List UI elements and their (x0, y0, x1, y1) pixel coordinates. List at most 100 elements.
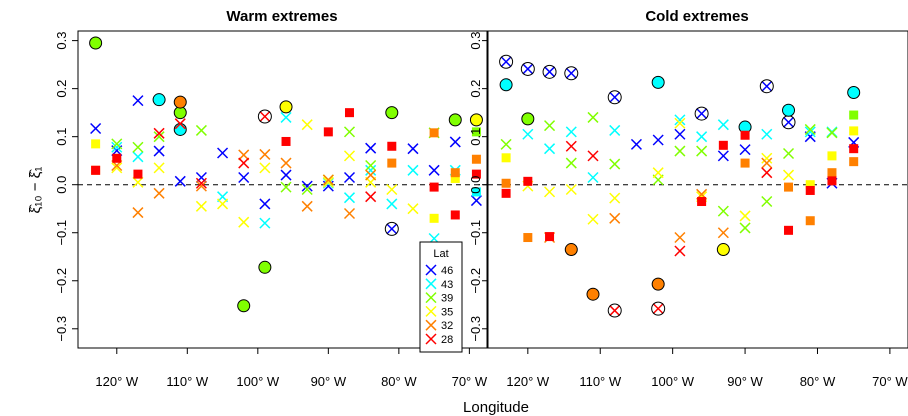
data-point-lat-43-cross (804, 126, 816, 138)
data-point-lat-43-circled (152, 93, 166, 107)
data-point-lat-46-cross (652, 134, 664, 146)
plot-frame (487, 30, 908, 349)
y-tick-label: −0.2 (468, 268, 483, 294)
data-point-lat-39-cross (782, 147, 795, 160)
data-point-lat-32-square (827, 168, 837, 178)
data-point-lat-32-cross (280, 157, 292, 169)
data-point-lat-39-circled (237, 299, 251, 313)
data-point-lat-35-cross (322, 176, 334, 188)
warm-extremes-panel: Warm extremes 120° W 110° W 100° W 90° W 80°… (27, 8, 488, 389)
legend-swatch (425, 278, 437, 290)
data-point-lat-32-cross (609, 212, 621, 224)
data-point-lat-39-circled (385, 106, 399, 120)
data-point-lat-46-cross (717, 150, 729, 162)
data-point-lat-28-cross (174, 118, 186, 130)
data-point-lat-39-cross (111, 138, 123, 150)
data-point-lat-46-cross (132, 95, 144, 107)
data-point-lat-46-cross (259, 198, 271, 210)
data-point-lat-39-cross (500, 138, 512, 150)
x-tick-label: 80° W (381, 374, 417, 389)
y-tick-label: −0.3 (54, 316, 69, 342)
data-point-lat-46-cross (217, 147, 229, 159)
x-tick-label: 110° W (166, 374, 209, 389)
data-point-lat-39-cross (565, 157, 577, 169)
y-tick-label: 0.3 (54, 32, 69, 50)
legend-label: 39 (441, 293, 453, 305)
data-point-lat-32-square (740, 158, 750, 168)
data-point-lat-35-cross (153, 162, 165, 174)
data-point-lat-46-cross-circled (782, 116, 795, 128)
data-point-lat-35-circled (716, 243, 730, 257)
data-point-lat-43-circled (499, 78, 513, 92)
data-point-lat-46-cross (407, 143, 419, 155)
data-point-lat-35-square (450, 173, 460, 183)
data-point-lat-35-square (501, 153, 511, 163)
data-point-lat-46-cross-circled (565, 67, 577, 79)
legend-swatch (425, 305, 437, 317)
data-point-lat-32-square (501, 178, 511, 188)
data-point-lat-35-cross (301, 119, 313, 131)
data-point-lat-28-square (323, 127, 333, 137)
data-point-lat-35-cross (674, 117, 686, 129)
highlight-ring (694, 106, 709, 121)
y-axis-label: ξ̂₁₀ − ξ̂₁ (27, 167, 44, 214)
data-point-lat-39-circled (89, 36, 103, 50)
data-point-lat-28-cross (195, 177, 207, 189)
data-point-lat-43-cross (407, 164, 419, 176)
data-point-lat-43-cross (132, 151, 144, 163)
data-point-lat-28-square (523, 176, 533, 186)
data-point-lat-35-cross (652, 167, 664, 179)
x-axis: 120° W 110° W 100° W 90° W 80° W 70° W (95, 348, 488, 389)
highlight-ring (564, 66, 579, 81)
data-point-lat-28-square (387, 141, 397, 151)
y-axis: −0.3 −0.2 −0.1 0.0 0.1 0.2 0.3 (468, 32, 488, 342)
x-tick-label: 120° W (95, 374, 139, 389)
data-point-lat-32-square (450, 168, 460, 178)
data-point-lat-32-circled (173, 95, 187, 109)
data-point-lat-46-cross-circled (386, 223, 398, 235)
cold-extremes-panel: Cold extremes 120° W 110° W 100° W 90° W 80°… (468, 8, 908, 389)
highlight-ring (542, 64, 557, 79)
legend-swatch (425, 319, 437, 331)
data-point-lat-39-cross (153, 131, 165, 143)
x-axis: 120° W 110° W 100° W 90° W 80° W 70° W (506, 348, 908, 389)
panel-title: Cold extremes (645, 8, 748, 25)
y-tick-label: 0.0 (468, 176, 483, 194)
x-tick-label: 70° W (452, 374, 488, 389)
data-point-lat-39-cross (761, 195, 773, 208)
data-point-lat-43-cross (609, 124, 621, 136)
data-point-lat-39-square (849, 110, 859, 120)
data-point-lat-35-square (827, 151, 837, 161)
data-point-lat-35-cross (587, 213, 599, 225)
legend-entry-39: 39 (425, 292, 453, 305)
data-point-lat-35-cross (609, 192, 621, 204)
data-point-lat-35-cross (111, 162, 123, 174)
highlight-ring (607, 90, 622, 105)
data-point-lat-32-square (523, 233, 533, 243)
data-point-lat-39-cross (280, 181, 292, 193)
data-point-lat-35-square (805, 180, 815, 190)
data-point-lat-28-square (450, 210, 460, 220)
data-point-lat-46-cross (739, 144, 751, 156)
data-point-lat-46-cross (470, 195, 482, 207)
legend-swatch (425, 292, 437, 304)
data-point-lat-35-cross (238, 216, 250, 228)
y-tick-label: −0.1 (468, 220, 483, 246)
data-point-lat-32-cross (674, 231, 686, 244)
data-point-lat-46-cross-circled (609, 91, 621, 103)
highlight-ring (759, 79, 774, 94)
data-point-lat-28-square (112, 153, 122, 163)
data-point-lat-28-square (827, 176, 837, 186)
data-point-lat-32-cross (365, 169, 377, 181)
highlight-ring (651, 301, 666, 316)
data-point-lat-28-cross (674, 245, 686, 257)
data-point-lat-46-cross-circled (696, 108, 708, 120)
data-point-lat-35-cross (544, 186, 556, 198)
y-tick-label: 0.1 (468, 128, 483, 146)
data-point-lat-43-cross (280, 111, 292, 123)
data-point-lat-32-cross (153, 187, 165, 199)
data-point-lat-39-circled (448, 113, 462, 127)
data-point-lat-43-cross (111, 141, 123, 153)
data-point-lat-28-cross-circled (609, 305, 621, 317)
